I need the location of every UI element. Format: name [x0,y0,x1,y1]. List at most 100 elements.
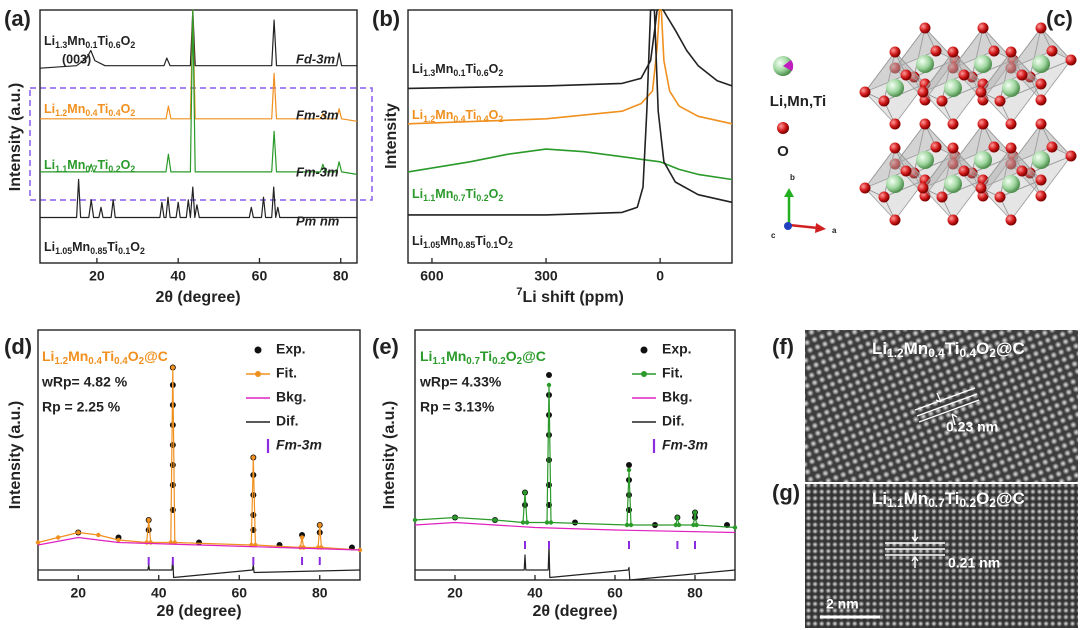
text-part: 2 [139,356,145,367]
x-axis-label: 7Li shift (ppm) [516,286,624,306]
oxygen-sphere [1016,69,1028,81]
fit-marker [172,540,178,545]
cation-sphere [974,151,992,169]
series-label: Li1.1Mn0.7Ti0.2O2 [44,158,135,174]
oxygen-sphere [975,182,987,194]
fit-marker [144,540,149,545]
hrtem-image-g [805,484,1078,628]
text-part: 0.4 [476,114,488,124]
oxygen-sphere [917,182,929,194]
text-part: O [506,348,517,364]
text-part: Li [44,240,55,254]
octahedron-face [863,147,907,189]
text-part: 0.7 [928,496,945,510]
oxygen-sphere [1035,78,1047,90]
oxygen-sphere [1035,118,1047,130]
text-part: Li [420,348,432,364]
octahedron-face [1029,155,1073,197]
text-part: Ti [98,102,109,116]
fit-marker [412,517,418,523]
text-part: Li [412,234,423,248]
oxygen-sphere [1035,22,1047,34]
cation-sphere [886,79,904,97]
fit-marker [522,490,528,495]
oxygen-sphere [958,69,970,81]
octahedron-face [893,27,937,69]
oxygen-sphere [919,118,931,130]
text-part: 1.2 [887,346,904,360]
text-part: 0.1 [118,246,130,256]
fit-marker [626,467,632,473]
fit-marker [673,522,678,528]
text-part: Ti [945,339,960,358]
text-part: 0.2 [960,496,977,510]
data-point [196,539,202,546]
plot-frame [407,9,733,264]
octahedron-face [883,83,927,125]
oxygen-sphere [994,95,1006,107]
text-part: @C [144,348,168,364]
x-axis-label: 2θ (degree) [156,603,241,620]
text-part: O [489,62,499,76]
text-part: 0.85 [90,246,107,256]
data-point [250,492,257,498]
oxygen-sphere [919,22,931,34]
crystal-structure [859,22,1077,226]
text-part: Li [412,62,423,76]
series-label: Li1.3Mn0.1Ti0.6O2 [44,34,135,50]
oxygen-sphere [1016,165,1028,177]
axes-glyph [784,188,826,233]
text-part: O [976,339,989,358]
fit-statistic: Rp = 3.13% [420,399,495,415]
text-part: 1.1 [432,356,446,367]
text-part: 1.2 [55,108,67,118]
oxygen-sphere [1005,214,1017,226]
text-part: 2 [989,346,996,360]
x-tick-label: 80 [312,585,328,601]
text-part: Mn [67,34,85,48]
fit-marker [146,517,151,523]
legend-symbol [254,346,262,354]
data-point [546,432,552,438]
fit-marker [694,522,699,528]
x-tick-label: 40 [527,585,543,601]
legend-label: Dif. [276,413,299,429]
text-part: O [489,187,499,201]
text-part: Li [44,34,55,48]
oxygen-sphere [930,141,942,153]
text-part: 1.3 [423,68,435,78]
panel-label: (f) [772,334,794,359]
text-part: 2 [130,164,135,174]
octahedron-face [1009,27,1053,69]
oxygen-sphere [1035,174,1047,186]
text-part: 0.7 [466,356,480,367]
y-axis-label: Intensity (a.u.) [381,401,398,509]
oxygen-sphere [1035,94,1047,106]
text-part: Ti [466,187,477,201]
text-part: 2 [130,108,135,118]
series-label: Li1.1Mn0.7Ti0.2O2 [412,187,503,203]
series-label: Li1.2Mn0.4Ti0.4O2 [412,108,503,124]
axis-letter: a [832,226,837,235]
oxygen-sphere [930,45,942,57]
text-part: 2 [130,40,135,50]
oxygen-sphere [988,141,1000,153]
data-point [546,457,552,463]
series-label: Li1.3Mn0.1Ti0.6O2 [412,62,503,78]
text-part: 0.7 [453,193,465,203]
annotation: Fd-3m [296,51,335,66]
octahedron-face [941,83,985,125]
x-tick-label: 20 [89,268,105,284]
fit-marker [628,522,634,528]
x-tick-label: 80 [333,268,349,284]
text-part: Li [44,158,55,172]
series-line [37,536,361,551]
image-title: Li1.1Mn0.7Ti0.2O2@C [872,489,1025,510]
text-part: Mn [435,108,453,122]
text-part: 0.2 [492,356,506,367]
cation-sphere [974,55,992,73]
text-part: Mn [68,348,88,364]
series-label: Li1.2Mn0.4Ti0.4O2 [44,102,135,118]
oxygen-sphere [988,45,1000,57]
